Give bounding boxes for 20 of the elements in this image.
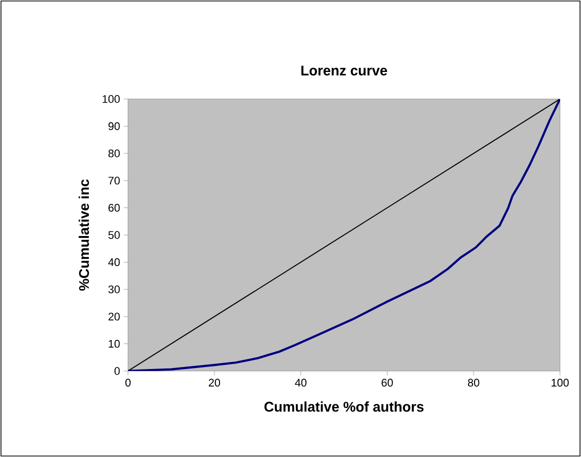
chart-title: Lorenz curve	[301, 66, 388, 76]
y-tick-label: 50	[108, 231, 120, 239]
y-tick-label: 80	[108, 150, 120, 158]
y-tick-label: 10	[108, 340, 120, 348]
y-tick-label: 40	[108, 258, 120, 266]
y-tick-label: 30	[108, 286, 120, 294]
x-tick-label: 100	[552, 378, 569, 387]
y-axis-title: %Cumulative inc	[78, 179, 89, 291]
y-tick-label: 90	[108, 122, 120, 130]
y-tick-label: 60	[108, 204, 120, 212]
y-tick-label: 100	[102, 95, 120, 103]
y-tick-label: 0	[114, 367, 120, 375]
x-tick-label: 80	[468, 378, 480, 387]
x-tick-label: 40	[294, 378, 306, 387]
y-tick-label: 20	[108, 312, 120, 320]
x-tick-label: 60	[382, 378, 393, 387]
x-tick-label: 20	[208, 378, 220, 387]
x-tick-label: 0	[125, 378, 131, 387]
y-tick-label: 70	[108, 176, 120, 184]
x-axis-title: Cumulative %of authors	[264, 401, 424, 412]
